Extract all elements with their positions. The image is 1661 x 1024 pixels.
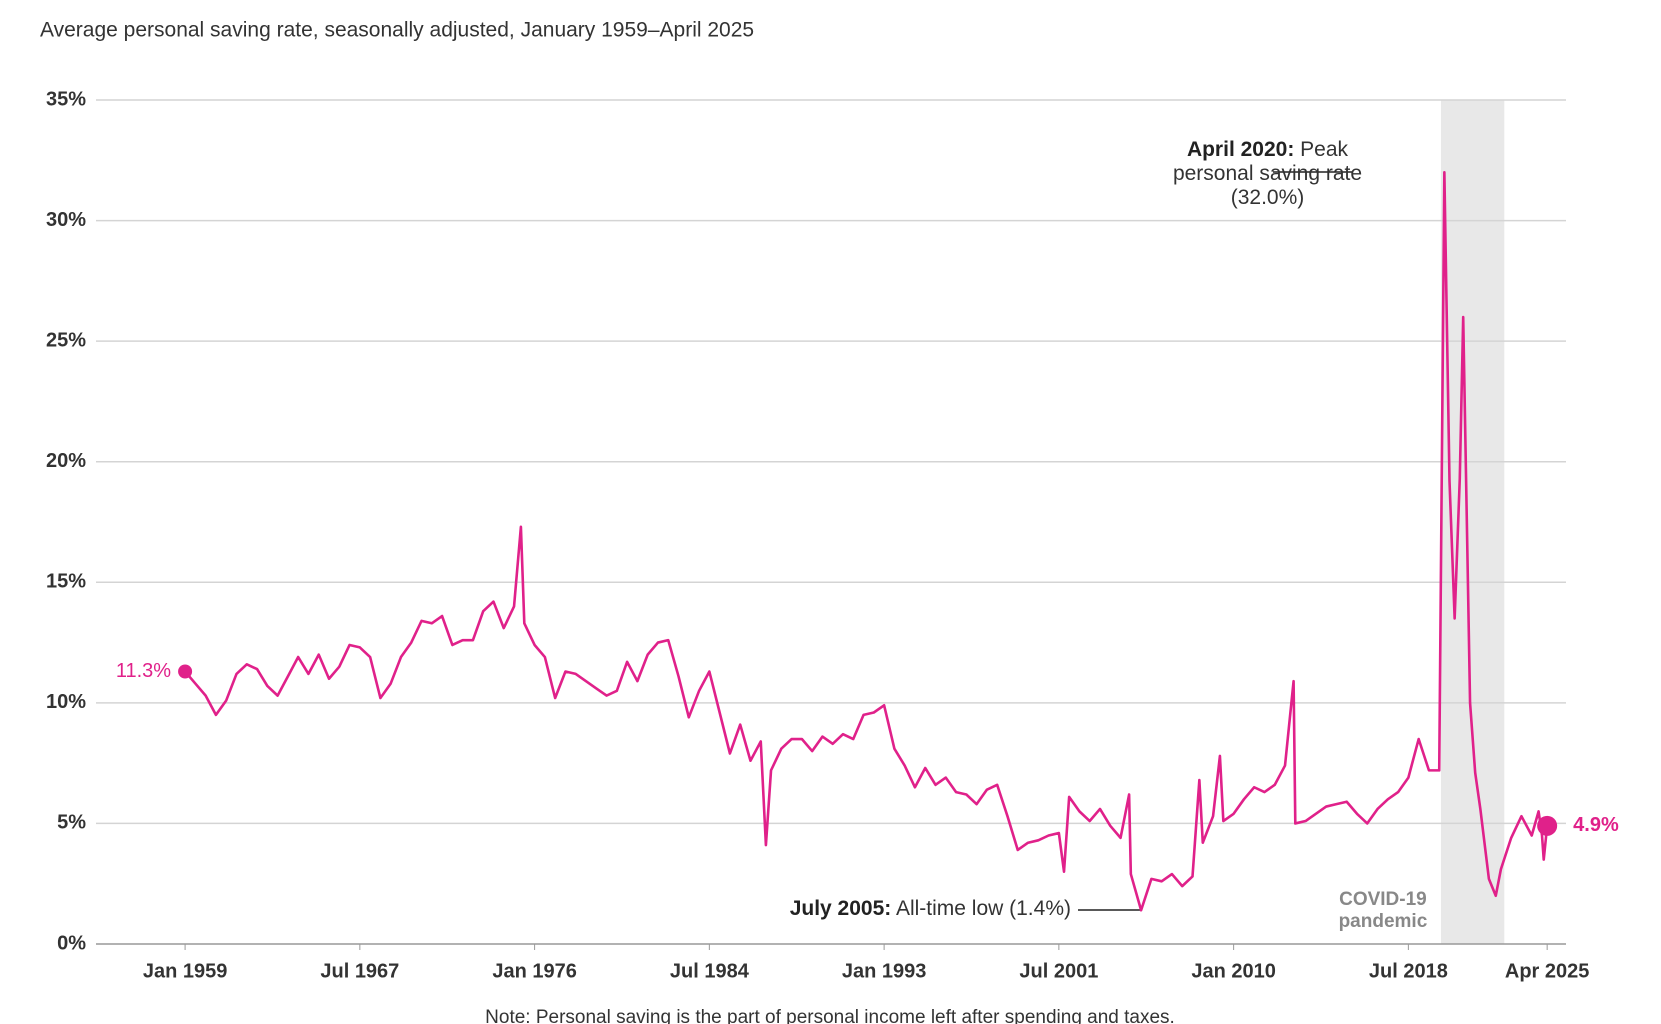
data-label: 4.9% — [1573, 814, 1619, 836]
annotation: April 2020: Peak personal saving rate (3… — [1170, 138, 1365, 210]
x-tick-label: Jan 2010 — [1191, 960, 1276, 982]
annotation-text: Peak personal saving rate (32.0%) — [1172, 138, 1363, 209]
x-tick-label: Jan 1993 — [842, 960, 927, 982]
shade-label: COVID-19 — [1339, 889, 1427, 910]
y-tick-label: 10% — [46, 691, 86, 713]
x-tick-label: Jan 1959 — [143, 960, 228, 982]
x-tick-label: Jul 2001 — [1019, 960, 1098, 982]
chart-subtitle: Average personal saving rate, seasonally… — [40, 19, 754, 42]
note: Note: Personal saving is the part of per… — [485, 1007, 1175, 1024]
end-point — [1537, 815, 1558, 836]
x-tick-label: Apr 2025 — [1505, 960, 1590, 982]
y-tick-label: 15% — [46, 571, 86, 593]
y-tick-label: 0% — [57, 932, 86, 954]
end-point — [178, 664, 193, 679]
x-tick-label: Jul 1984 — [670, 960, 750, 982]
y-tick-label: 35% — [46, 88, 86, 110]
y-tick-label: 30% — [46, 209, 86, 231]
x-tick-label: Jan 1976 — [492, 960, 577, 982]
annotation-text: All-time low (1.4%) — [895, 897, 1071, 920]
y-tick-label: 20% — [46, 450, 86, 472]
annotation-bold: April 2020: — [1186, 138, 1295, 161]
shade-label: pandemic — [1339, 911, 1428, 932]
annotation: July 2005: All-time low (1.4%) — [790, 897, 1071, 921]
x-tick-label: Jul 1967 — [320, 960, 399, 982]
x-tick-label: Jul 2018 — [1369, 960, 1448, 982]
annotation-bold: July 2005: — [789, 897, 892, 920]
y-tick-label: 5% — [57, 812, 86, 834]
data-label: 11.3% — [116, 660, 171, 682]
series-line — [184, 171, 1549, 912]
y-tick-label: 25% — [46, 329, 86, 351]
